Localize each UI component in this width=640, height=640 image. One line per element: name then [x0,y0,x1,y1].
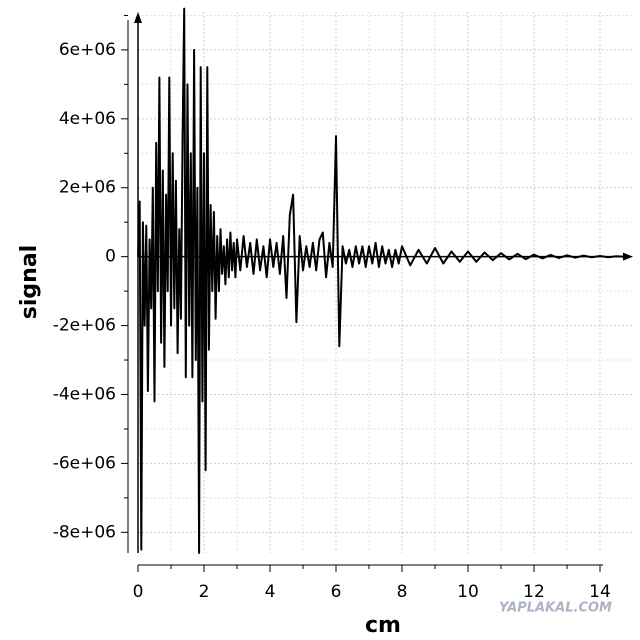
x-tick-label: 8 [397,582,408,602]
x-axis-label: cm [365,613,401,638]
y-axis-arrow [134,12,142,23]
y-tick-label: -6e+06 [53,453,116,473]
x-tick-label: 10 [457,582,479,602]
y-tick-label: 6e+06 [59,40,116,60]
y-tick-label: 2e+06 [59,178,116,198]
x-tick-label: 4 [265,582,276,602]
x-axis-arrow [623,252,633,261]
watermark: YAPLAKAL.COM [499,601,612,616]
y-tick-label: 4e+06 [59,109,116,129]
signal-line [137,7,625,554]
y-tick-label: -4e+06 [53,384,116,404]
y-tick-label: 0 [105,247,116,267]
x-tick-label: 12 [523,582,545,602]
y-axis-label: signal [17,245,42,319]
x-tick-label: 0 [133,582,144,602]
x-tick-label: 2 [199,582,210,602]
y-tick-label: -2e+06 [53,316,116,336]
x-tick-label: 14 [589,582,611,602]
y-tick-label: -8e+06 [53,522,116,542]
x-tick-label: 6 [331,582,342,602]
